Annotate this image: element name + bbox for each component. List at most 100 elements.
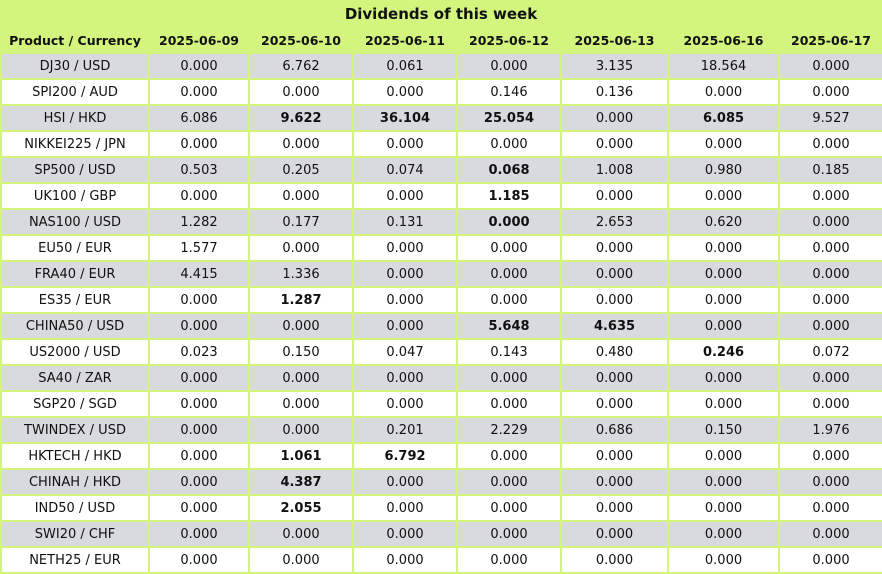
table-title: Dividends of this week xyxy=(0,0,882,28)
dividend-cell: 4.387 xyxy=(248,468,354,496)
dividend-cell: 1.336 xyxy=(248,260,354,288)
dividend-cell: 0.000 xyxy=(456,494,562,522)
dividend-cell: 0.000 xyxy=(248,182,354,210)
dividend-cell: 0.000 xyxy=(667,442,780,470)
dividend-cell: 0.000 xyxy=(456,442,562,470)
product-cell: SA40 / ZAR xyxy=(0,364,150,392)
table-row: DJ30 / USD 0.000 6.762 0.061 0.000 3.135 18.56… xyxy=(0,52,882,80)
dividend-cell: 0.000 xyxy=(456,234,562,262)
dividend-cell: 0.000 xyxy=(248,312,354,340)
dividend-cell: 0.000 xyxy=(248,78,354,106)
dividend-cell: 6.086 xyxy=(148,104,250,132)
dividend-cell: 0.000 xyxy=(148,182,250,210)
dividend-cell: 0.000 xyxy=(560,130,669,158)
product-cell: NIKKEI225 / JPN xyxy=(0,130,150,158)
dividend-cell: 0.000 xyxy=(456,52,562,80)
column-header-date: 2025-06-09 xyxy=(149,28,249,53)
dividend-cell: 0.000 xyxy=(778,52,882,80)
product-cell: SP500 / USD xyxy=(0,156,150,184)
table-row: SWI20 / CHF 0.000 0.000 0.000 0.000 0.000 0.00… xyxy=(0,520,882,548)
dividend-cell: 0.000 xyxy=(667,312,780,340)
dividend-cell: 0.000 xyxy=(667,494,780,522)
dividend-cell: 0.000 xyxy=(560,494,669,522)
table-row: UK100 / GBP 0.000 0.000 0.000 1.185 0.000 0.00… xyxy=(0,182,882,210)
dividend-cell: 0.000 xyxy=(248,234,354,262)
table-row: SPI200 / AUD 0.000 0.000 0.000 0.146 0.136 0.0… xyxy=(0,78,882,106)
product-cell: EU50 / EUR xyxy=(0,234,150,262)
dividend-cell: 0.000 xyxy=(148,416,250,444)
dividend-cell: 0.000 xyxy=(148,364,250,392)
dividend-cell: 18.564 xyxy=(667,52,780,80)
dividend-cell: 0.000 xyxy=(560,182,669,210)
table-row: FRA40 / EUR 4.415 1.336 0.000 0.000 0.000 0.00… xyxy=(0,260,882,288)
dividend-cell: 0.000 xyxy=(248,364,354,392)
table-row: ES35 / EUR 0.000 1.287 0.000 0.000 0.000 0.000… xyxy=(0,286,882,314)
dividend-cell: 1.577 xyxy=(148,234,250,262)
dividend-cell: 0.000 xyxy=(560,390,669,418)
dividend-cell: 0.131 xyxy=(352,208,458,236)
dividend-cell: 0.000 xyxy=(560,104,669,132)
dividend-cell: 1.061 xyxy=(248,442,354,470)
dividend-cell: 0.177 xyxy=(248,208,354,236)
dividend-cell: 0.136 xyxy=(560,78,669,106)
dividend-cell: 0.000 xyxy=(248,520,354,548)
dividend-cell: 0.000 xyxy=(352,130,458,158)
dividend-cell: 0.146 xyxy=(456,78,562,106)
product-cell: SGP20 / SGD xyxy=(0,390,150,418)
column-header-date: 2025-06-16 xyxy=(668,28,779,53)
product-cell: SPI200 / AUD xyxy=(0,78,150,106)
product-cell: ES35 / EUR xyxy=(0,286,150,314)
dividend-cell: 0.000 xyxy=(352,546,458,574)
dividend-cell: 0.000 xyxy=(667,260,780,288)
dividend-cell: 0.000 xyxy=(778,260,882,288)
dividend-cell: 0.000 xyxy=(667,182,780,210)
table-row: HSI / HKD 6.086 9.622 36.104 25.054 0.000 6.08… xyxy=(0,104,882,132)
dividend-cell: 2.653 xyxy=(560,208,669,236)
dividend-cell: 0.000 xyxy=(148,52,250,80)
dividend-cell: 0.000 xyxy=(456,364,562,392)
dividend-cell: 0.620 xyxy=(667,208,780,236)
dividend-cell: 0.000 xyxy=(148,78,250,106)
table-body: DJ30 / USD 0.000 6.762 0.061 0.000 3.135 18.56… xyxy=(0,52,882,574)
product-cell: IND50 / USD xyxy=(0,494,150,522)
dividend-cell: 2.229 xyxy=(456,416,562,444)
dividend-cell: 0.000 xyxy=(352,312,458,340)
dividend-cell: 0.047 xyxy=(352,338,458,366)
dividend-cell: 0.068 xyxy=(456,156,562,184)
dividend-cell: 0.000 xyxy=(148,130,250,158)
header-row: Product / Currency 2025-06-09 2025-06-10… xyxy=(1,28,882,53)
dividend-cell: 0.000 xyxy=(352,390,458,418)
dividend-cell: 0.185 xyxy=(778,156,882,184)
table-row: HKTECH / HKD 0.000 1.061 6.792 0.000 0.000 0.0… xyxy=(0,442,882,470)
dividend-cell: 5.648 xyxy=(456,312,562,340)
dividend-cell: 0.000 xyxy=(667,78,780,106)
dividend-cell: 0.000 xyxy=(352,494,458,522)
dividend-cell: 0.480 xyxy=(560,338,669,366)
dividend-cell: 0.000 xyxy=(778,442,882,470)
dividend-cell: 0.000 xyxy=(148,286,250,314)
dividend-cell: 0.000 xyxy=(352,364,458,392)
dividend-cell: 0.000 xyxy=(560,546,669,574)
product-cell: FRA40 / EUR xyxy=(0,260,150,288)
dividend-cell: 0.000 xyxy=(778,208,882,236)
table-row: SP500 / USD 0.503 0.205 0.074 0.068 1.008 0.98… xyxy=(0,156,882,184)
dividend-cell: 0.000 xyxy=(667,286,780,314)
dividend-cell: 1.008 xyxy=(560,156,669,184)
dividend-cell: 0.000 xyxy=(352,182,458,210)
dividend-cell: 1.287 xyxy=(248,286,354,314)
dividend-cell: 25.054 xyxy=(456,104,562,132)
dividend-cell: 0.074 xyxy=(352,156,458,184)
dividend-cell: 0.000 xyxy=(778,182,882,210)
product-cell: US2000 / USD xyxy=(0,338,150,366)
dividend-cell: 0.000 xyxy=(560,468,669,496)
dividend-cell: 0.000 xyxy=(352,234,458,262)
product-cell: CHINA50 / USD xyxy=(0,312,150,340)
dividend-cell: 0.000 xyxy=(778,312,882,340)
dividend-cell: 0.000 xyxy=(667,234,780,262)
column-header-date: 2025-06-17 xyxy=(779,28,882,53)
dividend-cell: 0.000 xyxy=(248,416,354,444)
dividend-cell: 0.000 xyxy=(148,312,250,340)
table-row: IND50 / USD 0.000 2.055 0.000 0.000 0.000 0.00… xyxy=(0,494,882,522)
dividend-cell: 0.000 xyxy=(667,546,780,574)
dividend-cell: 0.000 xyxy=(560,520,669,548)
